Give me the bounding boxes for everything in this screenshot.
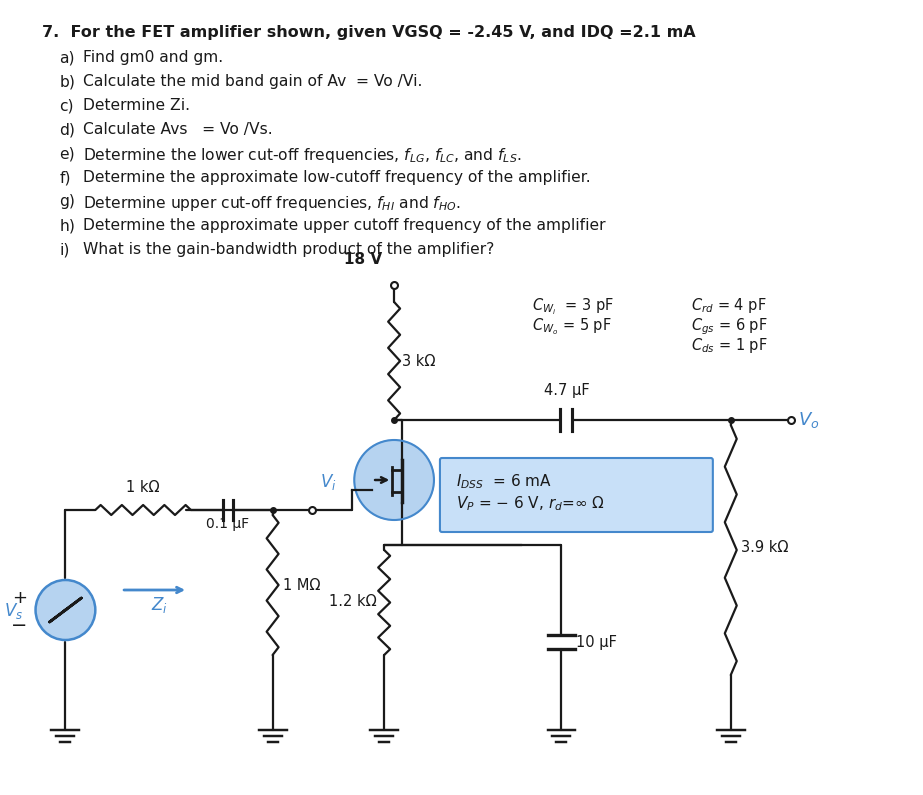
Text: −: − (11, 615, 28, 634)
Text: Calculate Avs   = Vo /Vs.: Calculate Avs = Vo /Vs. (83, 122, 273, 137)
Text: $V_s$: $V_s$ (5, 601, 24, 621)
Text: 0.1 μF: 0.1 μF (206, 517, 249, 531)
Circle shape (36, 580, 95, 640)
Text: $C_{W_i}$  = 3 pF: $C_{W_i}$ = 3 pF (532, 296, 614, 316)
Text: 3.9 kΩ: 3.9 kΩ (741, 540, 788, 554)
Text: $V_o$: $V_o$ (798, 410, 820, 430)
Text: g): g) (59, 194, 76, 209)
Text: $Z_i$: $Z_i$ (150, 595, 167, 615)
Text: $C_{rd}$ = 4 pF: $C_{rd}$ = 4 pF (691, 296, 766, 315)
FancyBboxPatch shape (440, 458, 713, 532)
Text: Determine upper cut-off frequencies, $f_{HI}$ and $f_{HO}$.: Determine upper cut-off frequencies, $f_… (83, 194, 461, 213)
Text: $C_{gs}$ = 6 pF: $C_{gs}$ = 6 pF (691, 316, 768, 336)
Text: d): d) (59, 122, 76, 137)
Text: What is the gain-bandwidth product of the amplifier?: What is the gain-bandwidth product of th… (83, 242, 495, 257)
Text: Determine the lower cut-off frequencies, $f_{LG}$, $f_{LC}$, and $f_{LS}$.: Determine the lower cut-off frequencies,… (83, 146, 522, 165)
Text: Determine the approximate upper cutoff frequency of the amplifier: Determine the approximate upper cutoff f… (83, 218, 605, 233)
Text: Calculate the mid band gain of Av  = Vo /Vi.: Calculate the mid band gain of Av = Vo /… (83, 74, 423, 89)
Text: a): a) (59, 50, 75, 65)
Text: 10 μF: 10 μF (576, 634, 617, 650)
Text: b): b) (59, 74, 76, 89)
Text: $C_{W_o}$ = 5 pF: $C_{W_o}$ = 5 pF (532, 316, 611, 336)
Text: $V_i$: $V_i$ (320, 472, 337, 492)
Text: $C_{ds}$ = 1 pF: $C_{ds}$ = 1 pF (691, 336, 768, 355)
Text: 18 V: 18 V (344, 252, 382, 267)
Text: +: + (13, 589, 28, 607)
Text: 7.  For the FET amplifier shown, given VGSQ = -2.45 V, and IDQ =2.1 mA: 7. For the FET amplifier shown, given VG… (42, 25, 695, 40)
Text: h): h) (59, 218, 76, 233)
Text: c): c) (59, 98, 74, 113)
Text: $I_{DSS}$  = 6 mA: $I_{DSS}$ = 6 mA (456, 472, 552, 491)
Text: $V_P$ = − 6 V, $r_d$=∞ Ω: $V_P$ = − 6 V, $r_d$=∞ Ω (456, 494, 605, 513)
Text: 1.2 kΩ: 1.2 kΩ (330, 595, 377, 610)
Text: Determine the approximate low-cutoff frequency of the amplifier.: Determine the approximate low-cutoff fre… (83, 170, 591, 185)
Text: f): f) (59, 170, 71, 185)
Text: 4.7 μF: 4.7 μF (544, 383, 589, 398)
Text: 1 MΩ: 1 MΩ (282, 577, 320, 592)
Text: e): e) (59, 146, 75, 161)
Text: 1 kΩ: 1 kΩ (126, 480, 160, 495)
Text: i): i) (59, 242, 70, 257)
Text: 3 kΩ: 3 kΩ (402, 354, 436, 369)
Ellipse shape (354, 440, 434, 520)
Text: Find gm0 and gm.: Find gm0 and gm. (83, 50, 223, 65)
Text: Determine Zi.: Determine Zi. (83, 98, 190, 113)
